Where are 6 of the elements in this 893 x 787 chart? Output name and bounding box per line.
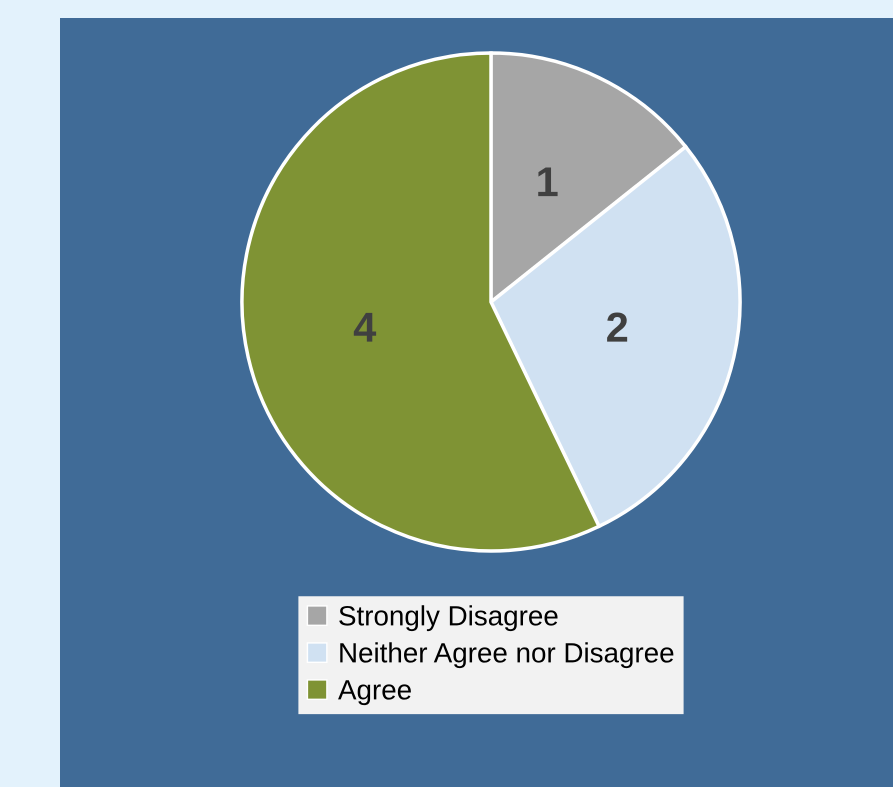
data-label: 4 bbox=[354, 312, 376, 342]
data-label: 2 bbox=[607, 312, 628, 342]
legend-label: Strongly Disagree bbox=[339, 605, 558, 632]
legend-label: Agree bbox=[338, 680, 411, 706]
legend-label: Neither Agree nor Disagree bbox=[340, 642, 674, 668]
data-label: 1 bbox=[538, 167, 558, 196]
